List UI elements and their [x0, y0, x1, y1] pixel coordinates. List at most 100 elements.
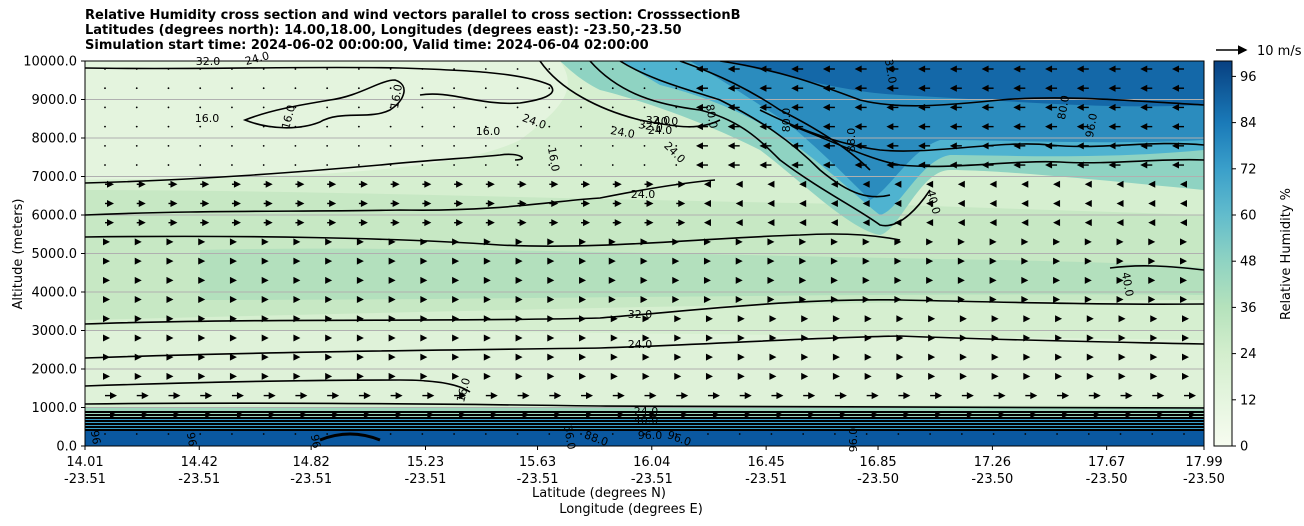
- wind-vector: [485, 411, 498, 419]
- wind-vector: [866, 411, 879, 419]
- wind-vector: [1053, 276, 1061, 284]
- wind-vector: [611, 106, 614, 109]
- colorbar-tick-label: 48: [1240, 255, 1257, 270]
- wind-vector: [581, 199, 591, 207]
- wind-vector: [547, 372, 555, 380]
- wind-vector: [1086, 372, 1094, 380]
- wind-vector: [167, 144, 170, 147]
- wind-vector: [1140, 65, 1153, 73]
- wind-vector: [611, 144, 614, 147]
- contour-label: 80.0: [780, 108, 793, 133]
- wind-vector: [579, 353, 587, 361]
- wind-vector: [134, 238, 142, 246]
- wind-vector: [579, 238, 587, 246]
- wind-vector: [1108, 103, 1121, 111]
- contour-line: [85, 233, 901, 248]
- contour-line: [85, 402, 1204, 409]
- wind-vector: [672, 257, 680, 265]
- contour-label: 16.0: [454, 377, 473, 404]
- wind-vector: [105, 392, 117, 400]
- wind-vector: [198, 353, 206, 361]
- wind-vector: [1013, 123, 1026, 131]
- contour-line: [1109, 265, 1204, 271]
- wind-vectors: [103, 65, 1196, 435]
- wind-vector: [549, 199, 559, 207]
- wind-vector: [199, 125, 202, 128]
- wind-vector: [103, 238, 110, 246]
- wind-vector: [1021, 219, 1029, 227]
- x-tick-lat: 16.85: [859, 455, 896, 470]
- wind-vector: [388, 353, 396, 361]
- wind-vector: [517, 199, 527, 207]
- wind-vector: [1053, 219, 1061, 227]
- wind-vector: [769, 315, 777, 323]
- wind-vector: [293, 276, 301, 284]
- wind-vector: [1140, 84, 1153, 92]
- wind-vector: [454, 411, 467, 419]
- wind-vector: [453, 144, 455, 147]
- wind-vector: [293, 334, 301, 342]
- wind-vector: [103, 315, 110, 323]
- wind-vector: [263, 199, 273, 207]
- wind-vector: [198, 372, 206, 380]
- wind-vector: [200, 411, 213, 419]
- wind-vector: [548, 106, 551, 109]
- wind-vector: [1118, 315, 1126, 323]
- wind-vector: [926, 257, 934, 265]
- wind-vector: [1055, 334, 1063, 342]
- wind-vector: [1025, 392, 1038, 400]
- wind-vector: [135, 106, 138, 109]
- wind-vector: [547, 315, 555, 323]
- gridlines: [85, 99, 1204, 408]
- wind-vector: [262, 68, 265, 70]
- wind-vector: [1180, 257, 1187, 265]
- wind-vector: [830, 238, 838, 246]
- wind-vector: [737, 315, 745, 323]
- wind-vector: [485, 199, 495, 207]
- wind-vector: [231, 433, 233, 435]
- wind-vector: [421, 144, 424, 147]
- wind-vector: [517, 219, 527, 227]
- wind-vector: [822, 142, 835, 150]
- wind-vector: [104, 144, 106, 147]
- wind-vector: [421, 164, 424, 166]
- wind-vector: [737, 372, 745, 380]
- wind-vector: [1076, 161, 1089, 169]
- wind-vector: [799, 276, 807, 284]
- x-tick-lon: -23.50: [857, 472, 899, 487]
- wind-vector: [928, 353, 936, 361]
- colorbar-tick-label: 24: [1240, 347, 1257, 362]
- wind-vector: [991, 353, 999, 361]
- wind-vector: [295, 180, 305, 188]
- wind-vector: [957, 180, 965, 188]
- x-tick-lat: 14.42: [181, 455, 218, 470]
- wind-vector: [517, 180, 527, 188]
- wind-vector: [168, 199, 178, 207]
- wind-vector: [261, 334, 269, 342]
- wind-vector: [735, 199, 743, 207]
- wind-vector: [1150, 315, 1158, 323]
- wind-vector: [1045, 103, 1058, 111]
- wind-vector: [705, 372, 713, 380]
- wind-vector: [580, 144, 582, 147]
- y-tick-label: 3000.0: [32, 324, 78, 339]
- wind-vector: [644, 199, 654, 207]
- wind-vector: [957, 238, 965, 246]
- wind-vector: [791, 142, 804, 150]
- wind-vector: [198, 276, 206, 284]
- wind-vector: [295, 199, 305, 207]
- wind-vector: [325, 334, 333, 342]
- wind-vector: [1116, 219, 1124, 227]
- contour-line: [85, 298, 1204, 325]
- contour-label: 56.0: [561, 424, 578, 450]
- contour-label: 96: [308, 433, 323, 449]
- wind-vector: [136, 392, 149, 400]
- wind-vector: [1184, 392, 1196, 400]
- x-tick-lon: -23.51: [517, 472, 559, 487]
- wind-vector: [676, 392, 689, 400]
- contour-label: 40.0: [634, 414, 659, 427]
- wind-vector: [707, 411, 720, 419]
- wind-vector: [167, 125, 170, 128]
- wind-vector: [1055, 372, 1063, 380]
- wind-vector: [1116, 296, 1124, 304]
